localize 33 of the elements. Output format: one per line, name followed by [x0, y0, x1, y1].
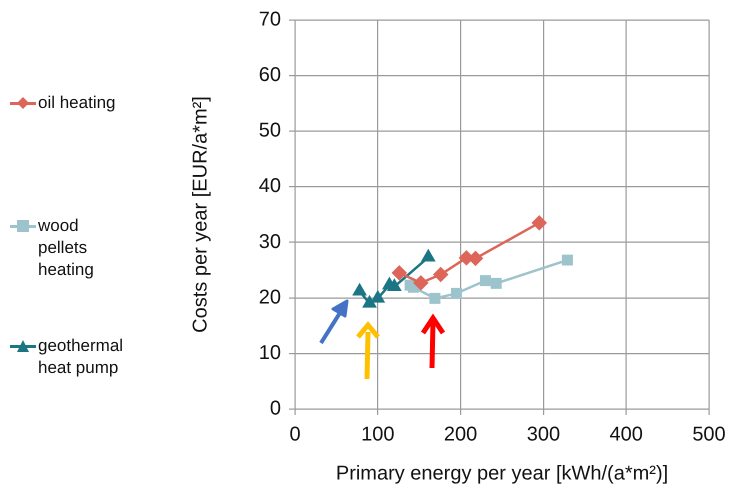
y-tick-label: 30 [258, 230, 281, 253]
x-tick-label: 0 [289, 424, 301, 446]
point [371, 291, 384, 303]
x-tick-label: 500 [692, 424, 726, 446]
point [353, 284, 366, 296]
legend-label: geothermal heat pump [38, 335, 124, 379]
legend-label: oil heating [38, 92, 116, 114]
point [429, 292, 440, 304]
x-tick-label: 400 [610, 424, 643, 446]
y-tick-label: 40 [258, 175, 281, 198]
x-axis-title: Primary energy per year [kWh/(a*m²)] [336, 462, 668, 485]
x-tick-label: 300 [526, 424, 560, 446]
point [414, 276, 428, 290]
point [363, 296, 376, 308]
y-tick-label: 60 [258, 64, 281, 86]
point [388, 279, 401, 291]
point [480, 275, 491, 286]
point [422, 250, 435, 262]
legend-label: wood pellets heating [38, 215, 94, 281]
point [562, 254, 573, 266]
x-tick-label: 200 [444, 424, 478, 446]
point [490, 278, 502, 289]
y-tick-label: 70 [258, 8, 281, 31]
y-tick-label: 10 [258, 342, 281, 364]
y-tick-label: 20 [258, 286, 281, 308]
point [532, 216, 547, 230]
y-tick-label: 50 [258, 120, 281, 142]
x-tick-label: 100 [361, 424, 394, 446]
point [433, 267, 448, 282]
point [392, 266, 407, 280]
y-tick-label: 0 [270, 398, 281, 420]
y-axis-title: Costs per year [EUR/a*m²] [190, 96, 212, 333]
point [450, 288, 462, 299]
